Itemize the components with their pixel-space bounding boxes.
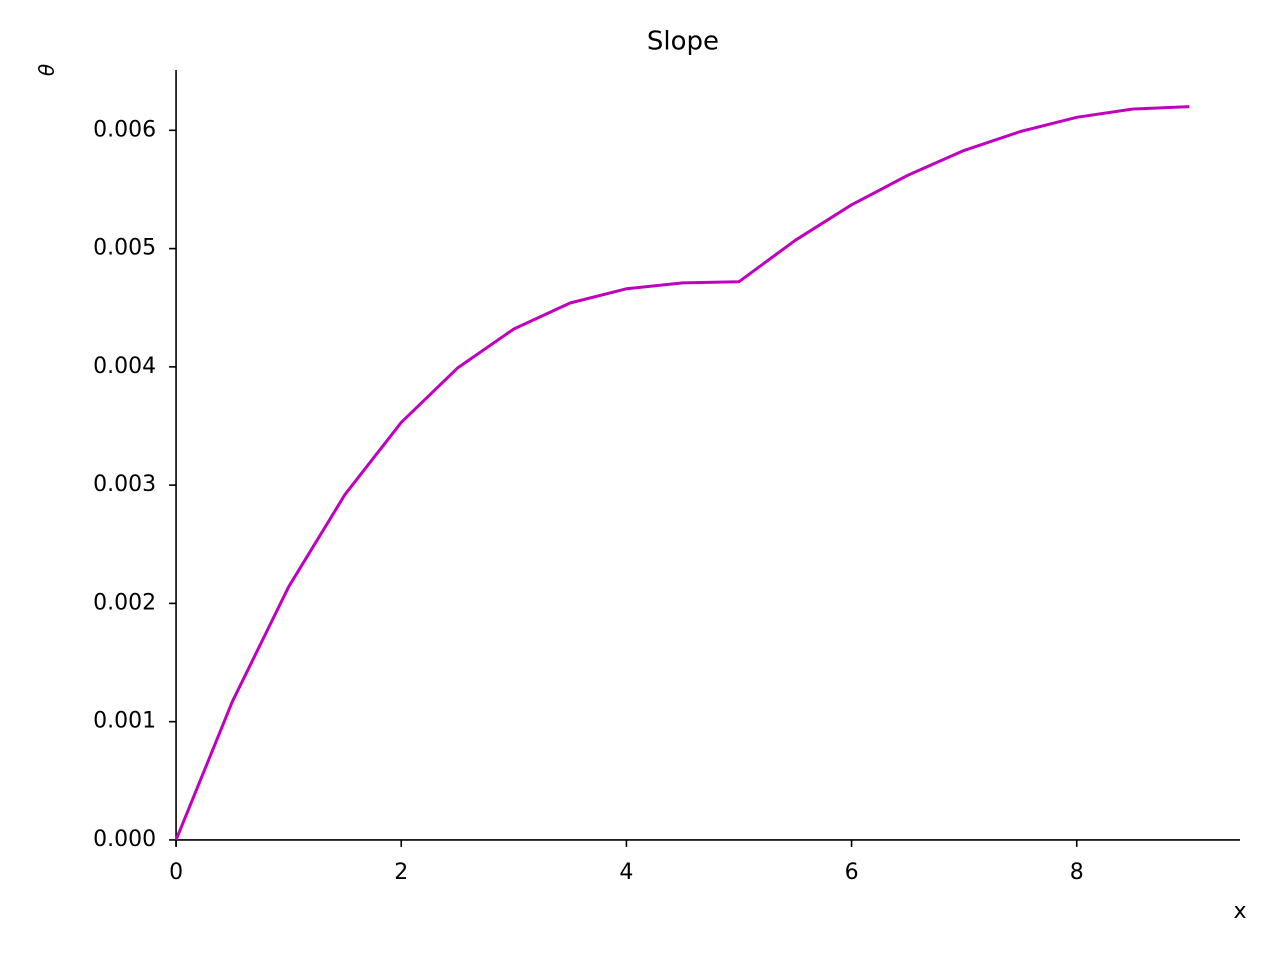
y-tick-label: 0.001	[93, 709, 156, 734]
x-tick-label: 4	[619, 860, 633, 885]
line-series	[174, 105, 1190, 841]
x-tick-label: 2	[394, 860, 408, 885]
chart-title: Slope	[647, 27, 719, 57]
y-axis-label: θ	[35, 64, 59, 76]
x-tick-label: 0	[169, 860, 183, 885]
x-axis-label: x	[1233, 899, 1246, 924]
y-tick-label: 0.000	[93, 827, 156, 852]
y-tick-label: 0.005	[93, 236, 156, 261]
x-tick-label: 6	[845, 860, 859, 885]
y-tick-label: 0.003	[93, 472, 156, 497]
y-tick-label: 0.002	[93, 590, 156, 615]
y-tick-label: 0.006	[93, 117, 156, 142]
x-tick-label: 8	[1070, 860, 1084, 885]
y-tick-label: 0.004	[93, 354, 156, 379]
